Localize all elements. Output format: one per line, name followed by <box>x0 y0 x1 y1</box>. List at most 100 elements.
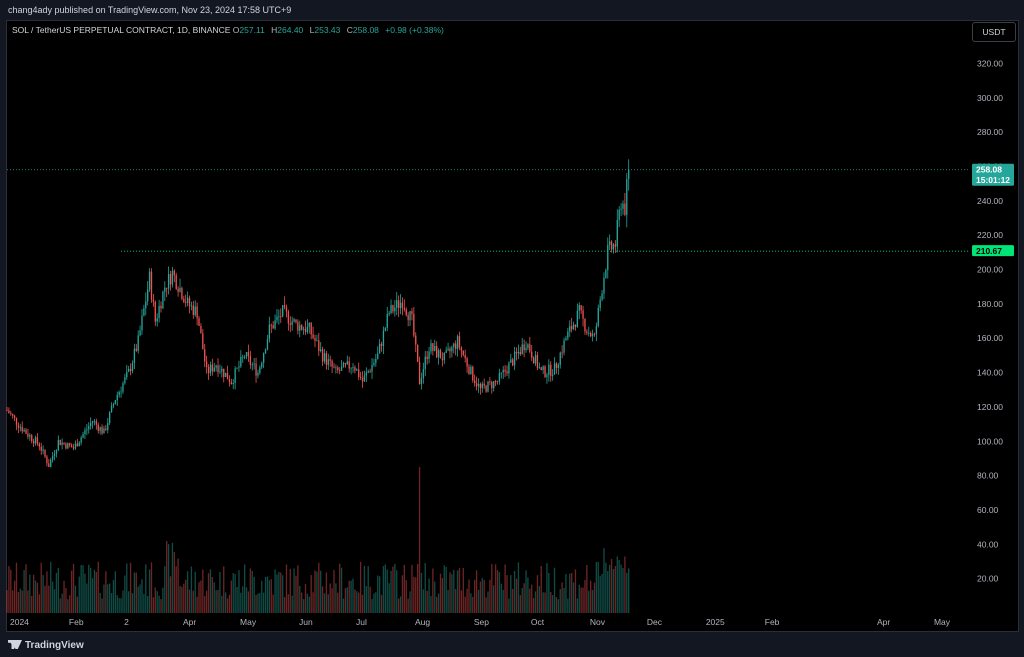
candle-body <box>122 383 124 392</box>
candle-body <box>491 381 493 389</box>
volume-bar <box>496 569 499 613</box>
candle-body <box>264 349 267 354</box>
volume-bar <box>139 584 141 613</box>
volume-bar <box>61 593 63 613</box>
chart-frame[interactable] <box>6 20 1019 632</box>
volume-bar <box>616 556 618 613</box>
candle-body <box>65 443 67 449</box>
volume-bar <box>504 564 506 613</box>
candle-body <box>207 366 210 374</box>
candle-body <box>333 366 335 368</box>
candle-body <box>202 333 204 350</box>
volume-bar <box>441 578 444 613</box>
price-axis-tick: 220.00 <box>977 230 1003 240</box>
volume-bar <box>409 591 411 613</box>
candle-body <box>531 351 533 358</box>
candle-body <box>609 241 611 245</box>
volume-bar <box>618 559 620 613</box>
volume-bar <box>251 570 253 613</box>
candle-body <box>468 366 470 375</box>
candle-body <box>477 383 480 387</box>
candle-body <box>356 369 358 371</box>
candle-body <box>342 362 345 367</box>
volume-bar <box>363 565 366 613</box>
volume-bar <box>150 562 153 613</box>
open-value: 257.11 <box>239 25 265 35</box>
volume-bar <box>352 578 354 613</box>
volume-bar <box>506 575 508 613</box>
volume-bar <box>283 597 286 613</box>
currency-button[interactable]: USDT <box>972 22 1016 42</box>
volume-bar <box>628 568 630 613</box>
volume-bar <box>53 589 56 613</box>
candle-body <box>359 376 362 378</box>
volume-bar <box>453 569 455 613</box>
candle-body <box>91 421 94 423</box>
candle-body <box>358 369 360 377</box>
volume-bar <box>181 586 183 613</box>
volume-bar <box>354 589 356 613</box>
volume-bar <box>500 583 502 613</box>
volume-bar <box>124 575 126 613</box>
volume-bar <box>576 598 579 613</box>
volume-bar <box>179 585 181 613</box>
volume-bar <box>89 567 92 613</box>
candle-body <box>586 331 588 333</box>
candle-body <box>339 370 341 371</box>
time-axis-tick: Aug <box>415 617 430 627</box>
candle-body <box>285 307 288 312</box>
volume-bar <box>240 592 242 613</box>
candle-body <box>287 311 290 324</box>
volume-bar <box>158 595 160 613</box>
candle-body <box>377 353 379 359</box>
close-value: 258.08 <box>352 25 379 35</box>
volume-bar <box>424 563 426 613</box>
volume-bar <box>122 590 124 613</box>
volume-bar <box>276 574 278 613</box>
candle-body <box>502 369 504 373</box>
candle-body <box>304 328 307 333</box>
candle-body <box>582 310 584 319</box>
candle-body <box>527 344 529 349</box>
volume-bar <box>15 562 18 613</box>
volume-bar <box>6 590 8 613</box>
candle-body <box>234 368 236 383</box>
candle-body <box>314 337 316 341</box>
volume-bar <box>534 591 537 613</box>
volume-bar <box>479 581 482 613</box>
candle-body <box>536 354 539 368</box>
candle-body <box>399 302 402 309</box>
volume-bar <box>325 572 328 613</box>
volume-bar <box>515 578 518 613</box>
volume-bar <box>261 580 263 613</box>
candle-body <box>242 356 244 358</box>
candle-body <box>67 443 69 449</box>
candle-body <box>626 178 628 215</box>
candle-body <box>299 325 301 331</box>
candle-body <box>561 352 563 354</box>
low-label: L <box>309 25 315 35</box>
candle-body <box>618 209 620 220</box>
volume-bar <box>82 565 84 613</box>
low-value: 253.43 <box>314 25 341 35</box>
volume-bar <box>25 564 27 613</box>
volume-bar <box>434 581 436 613</box>
volume-bar <box>295 575 297 613</box>
candle-body <box>409 311 411 321</box>
volume-bar <box>386 569 388 613</box>
volume-bar <box>367 566 369 613</box>
price-axis-tick: 240.00 <box>977 196 1003 206</box>
candle-body <box>160 305 162 309</box>
volume-bar <box>143 593 145 613</box>
volume-bar <box>293 568 295 613</box>
candle-body <box>472 366 474 381</box>
volume-bar <box>392 566 394 613</box>
candle-body <box>262 353 265 363</box>
volume-bar <box>72 564 75 613</box>
candle-body <box>103 428 105 434</box>
candle-body <box>219 371 221 373</box>
candle-body <box>183 298 185 303</box>
volume-bar <box>420 572 423 613</box>
candle-body <box>434 345 436 351</box>
